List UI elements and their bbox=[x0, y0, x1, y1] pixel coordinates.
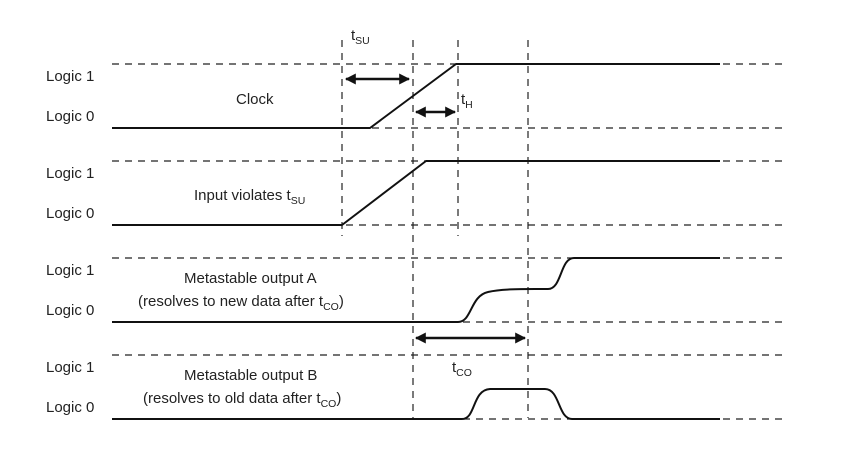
timing-reference-lines bbox=[341, 40, 529, 418]
level-guides bbox=[112, 63, 782, 420]
output-a-title: Metastable output A bbox=[184, 270, 317, 287]
outb-logic1-label: Logic 1 bbox=[46, 359, 94, 376]
outa-logic0-label: Logic 0 bbox=[46, 302, 94, 319]
outa-logic1-label: Logic 1 bbox=[46, 262, 94, 279]
output-b-title: Metastable output B bbox=[184, 367, 317, 384]
tco-label: tCO bbox=[452, 359, 472, 379]
input-waveform bbox=[112, 160, 720, 226]
output-a-subtitle: (resolves to new data after tCO) bbox=[138, 293, 344, 313]
logic-level-labels: Logic 1 Logic 0 Logic 1 Logic 0 Logic 1 … bbox=[46, 68, 94, 416]
input-signal-label: Input violates tSU bbox=[194, 187, 305, 207]
tsu-label: tSU bbox=[351, 27, 370, 47]
output-b-subtitle: (resolves to old data after tCO) bbox=[143, 390, 341, 410]
output-a-waveform bbox=[112, 257, 720, 323]
outb-logic0-label: Logic 0 bbox=[46, 399, 94, 416]
clock-logic0-label: Logic 0 bbox=[46, 108, 94, 125]
input-logic1-label: Logic 1 bbox=[46, 165, 94, 182]
input-logic0-label: Logic 0 bbox=[46, 205, 94, 222]
clock-waveform bbox=[112, 63, 720, 129]
output-b-waveform bbox=[112, 388, 720, 420]
clock-logic1-label: Logic 1 bbox=[46, 68, 94, 85]
th-label: tH bbox=[461, 91, 473, 111]
clock-signal-label: Clock bbox=[236, 91, 274, 108]
